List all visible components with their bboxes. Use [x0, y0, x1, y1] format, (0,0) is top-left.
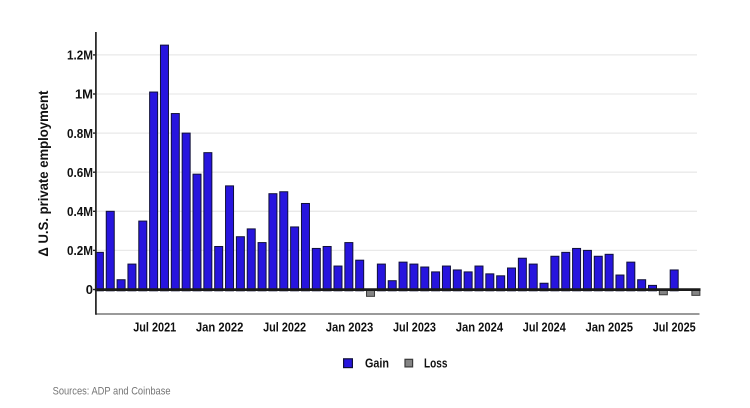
svg-text:0.6M: 0.6M — [67, 165, 93, 180]
svg-text:Jul 2024: Jul 2024 — [523, 320, 567, 335]
svg-text:0.8M: 0.8M — [67, 126, 93, 141]
svg-text:0: 0 — [86, 282, 93, 297]
svg-text:Jan 2023: Jan 2023 — [326, 320, 374, 335]
svg-text:1.2M: 1.2M — [67, 48, 93, 63]
svg-text:Jan 2024: Jan 2024 — [456, 320, 504, 335]
svg-text:1M: 1M — [75, 87, 93, 102]
svg-text:Jul 2025: Jul 2025 — [653, 320, 696, 335]
svg-text:Loss: Loss — [424, 355, 448, 370]
svg-text:Gain: Gain — [365, 355, 389, 370]
svg-text:0.4M: 0.4M — [67, 204, 93, 219]
svg-text:Δ U.S. private employment: Δ U.S. private employment — [35, 90, 51, 256]
svg-text:Jan 2025: Jan 2025 — [586, 320, 634, 335]
svg-text:Jan 2022: Jan 2022 — [196, 320, 244, 335]
svg-text:Sources: ADP and Coinbase: Sources: ADP and Coinbase — [53, 386, 171, 398]
svg-text:Jul 2023: Jul 2023 — [393, 320, 436, 335]
svg-text:0.2M: 0.2M — [67, 243, 93, 258]
svg-text:Jul 2021: Jul 2021 — [133, 320, 176, 335]
svg-text:Jul 2022: Jul 2022 — [263, 320, 306, 335]
